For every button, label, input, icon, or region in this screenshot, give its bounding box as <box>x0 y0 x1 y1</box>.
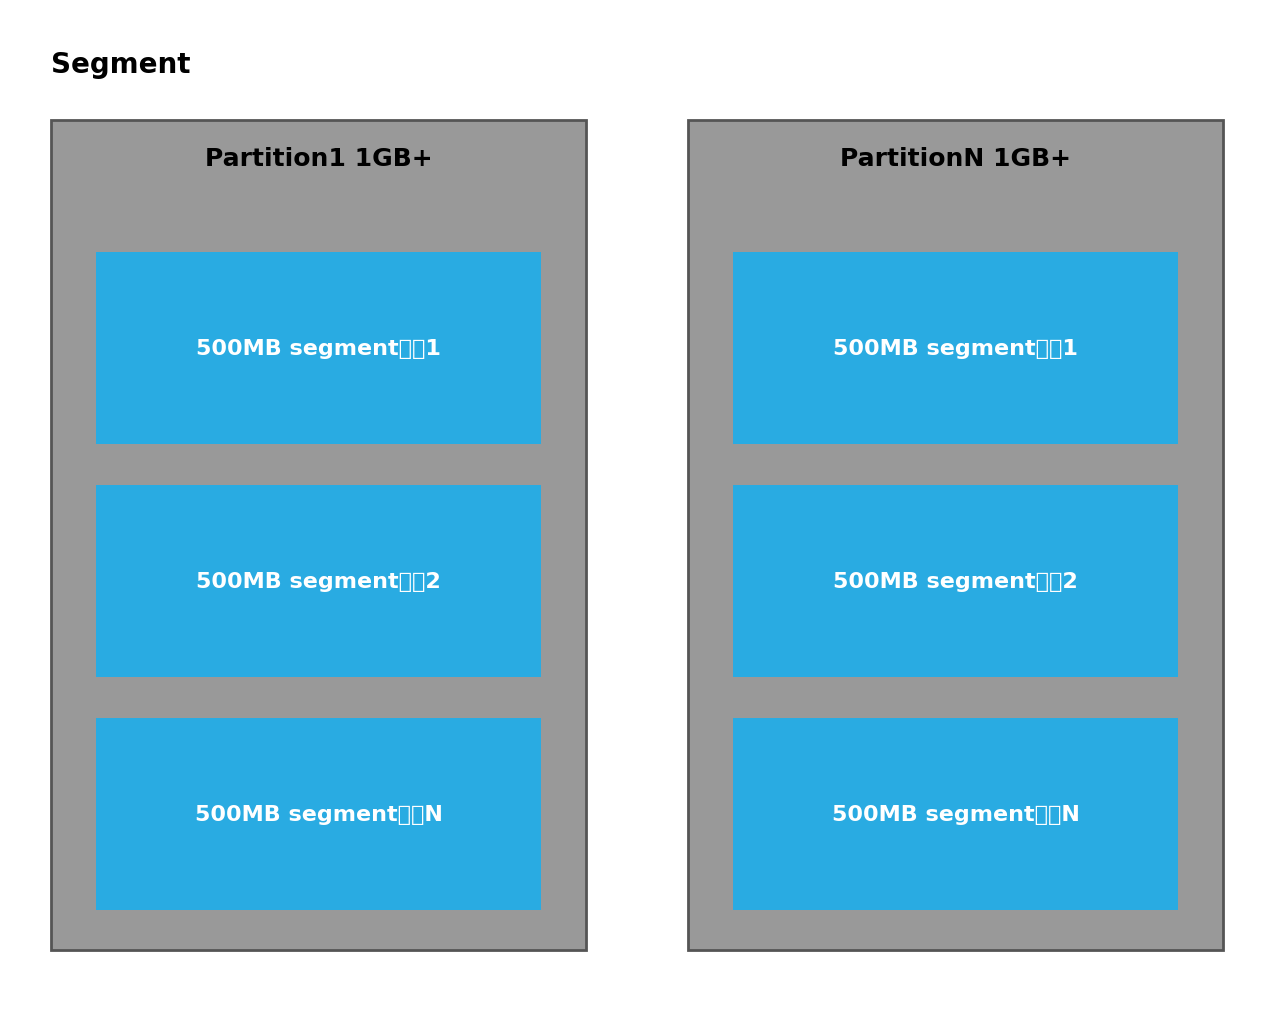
Text: Partition1 1GB+: Partition1 1GB+ <box>205 147 432 171</box>
Bar <box>51 121 586 950</box>
Bar <box>96 253 541 445</box>
Text: 500MB segment文件N: 500MB segment文件N <box>832 804 1079 824</box>
Bar <box>688 121 1223 950</box>
Bar <box>733 718 1178 910</box>
Text: 500MB segment文件1: 500MB segment文件1 <box>196 339 441 359</box>
Text: 500MB segment文件2: 500MB segment文件2 <box>196 571 441 591</box>
Text: 500MB segment文件2: 500MB segment文件2 <box>833 571 1078 591</box>
Text: Segment: Segment <box>51 51 190 79</box>
Text: PartitionN 1GB+: PartitionN 1GB+ <box>840 147 1071 171</box>
Text: 500MB segment文件N: 500MB segment文件N <box>195 804 442 824</box>
Text: 500MB segment文件1: 500MB segment文件1 <box>833 339 1078 359</box>
Bar <box>96 485 541 677</box>
Bar <box>96 718 541 910</box>
Bar <box>733 253 1178 445</box>
Bar <box>733 485 1178 677</box>
